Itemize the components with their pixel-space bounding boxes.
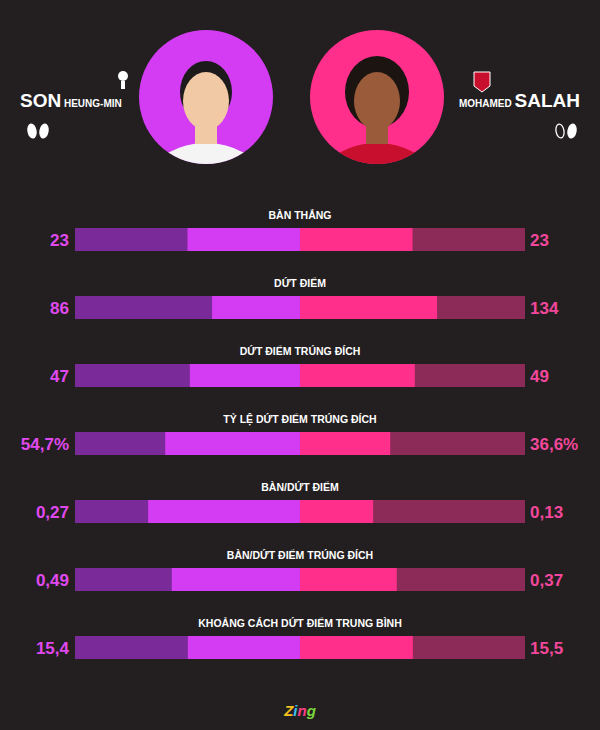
bar-track xyxy=(75,296,300,319)
data-label: 23 xyxy=(530,231,549,250)
player-given-name: MOHAMED xyxy=(459,98,515,109)
data-label: 0,37 xyxy=(530,571,563,590)
data-label: 15,4 xyxy=(36,639,70,658)
footprint xyxy=(567,123,577,138)
crest-shape xyxy=(474,72,490,92)
bar xyxy=(212,296,300,319)
player-surname: SALAH xyxy=(515,90,580,111)
bar-track xyxy=(300,296,525,319)
crest-shape xyxy=(118,71,128,81)
category-label: BÀN THẮNG xyxy=(269,209,332,221)
background xyxy=(0,0,600,730)
player-name: MOHAMED SALAH xyxy=(459,90,580,111)
data-label: 15,5 xyxy=(530,639,563,658)
portrait xyxy=(139,30,273,207)
bar-track xyxy=(300,568,525,591)
data-label: 86 xyxy=(50,299,69,318)
portrait-face xyxy=(354,72,400,130)
player-surname: SON xyxy=(20,90,61,111)
chart: SON HEUNG-MIN MOHAMED SALAH BÀN THẮNG 23 23 D… xyxy=(0,0,600,730)
footprint xyxy=(555,123,565,138)
bar-track xyxy=(75,228,300,251)
bar-track xyxy=(300,636,525,659)
data-label: 0,27 xyxy=(36,503,69,522)
labels: BÀN THẮNG 23 23 DỨT ĐIỂM 86 134 DỨT ĐIỂM TRÚNG… xyxy=(21,209,578,658)
bar xyxy=(300,568,397,591)
portrait-figure xyxy=(325,56,429,207)
source-logo: Zing xyxy=(283,702,316,719)
bar xyxy=(165,432,300,455)
bars xyxy=(75,228,525,659)
player-given-name: HEUNG-MIN xyxy=(61,98,122,109)
data-label: 0,13 xyxy=(530,503,563,522)
category-label: TỶ LỆ DỨT ĐIỂM TRÚNG ĐÍCH xyxy=(223,413,376,426)
bar xyxy=(172,568,300,591)
club-crest xyxy=(474,72,490,92)
source-letter: g xyxy=(306,702,316,719)
bar-track xyxy=(300,364,525,387)
source-letter: n xyxy=(298,702,307,719)
footprint xyxy=(39,123,49,138)
data-label: 134 xyxy=(530,299,559,318)
crest-shape xyxy=(121,81,125,89)
data-label: 0,49 xyxy=(36,571,69,590)
category-label: KHOẢNG CÁCH DỨT ĐIỂM TRUNG BÌNH xyxy=(198,617,402,629)
category-label: DỨT ĐIỂM xyxy=(274,277,326,289)
portrait-circle xyxy=(139,30,273,164)
category-label: BÀN/DỨT ĐIỂM xyxy=(261,481,339,493)
bar xyxy=(300,500,373,523)
bar xyxy=(300,228,413,251)
portrait-face xyxy=(183,72,229,130)
bar-track xyxy=(300,500,525,523)
data-label: 23 xyxy=(50,231,69,250)
bar xyxy=(300,296,437,319)
bar xyxy=(300,364,415,387)
foot-icon xyxy=(555,123,577,138)
bar-track xyxy=(75,364,300,387)
data-label: 47 xyxy=(50,367,69,386)
portrait-circle xyxy=(310,30,444,164)
bar xyxy=(190,364,300,387)
player-name: SON HEUNG-MIN xyxy=(20,90,122,111)
bar xyxy=(188,636,300,659)
portrait-figure xyxy=(154,61,258,207)
data-label: 49 xyxy=(530,367,549,386)
bar-track xyxy=(300,432,525,455)
bar-track xyxy=(75,500,300,523)
club-crest xyxy=(118,71,128,89)
bar-track xyxy=(300,228,525,251)
portrait-shoulders xyxy=(154,143,258,207)
bar-track xyxy=(75,432,300,455)
bar xyxy=(300,432,390,455)
bar-track xyxy=(75,568,300,591)
bar xyxy=(188,228,301,251)
portrait-shoulders xyxy=(325,143,429,207)
data-label: 54,7% xyxy=(21,435,69,454)
bar xyxy=(300,636,413,659)
category-label: DỨT ĐIỂM TRÚNG ĐÍCH xyxy=(240,345,361,357)
foot-icon xyxy=(27,123,49,138)
bar xyxy=(148,500,300,523)
footprint xyxy=(27,123,37,138)
data-label: 36,6% xyxy=(530,435,578,454)
portrait xyxy=(310,30,444,207)
bar-track xyxy=(75,636,300,659)
category-label: BÀN/DỨT ĐIỂM TRÚNG ĐÍCH xyxy=(227,549,373,561)
